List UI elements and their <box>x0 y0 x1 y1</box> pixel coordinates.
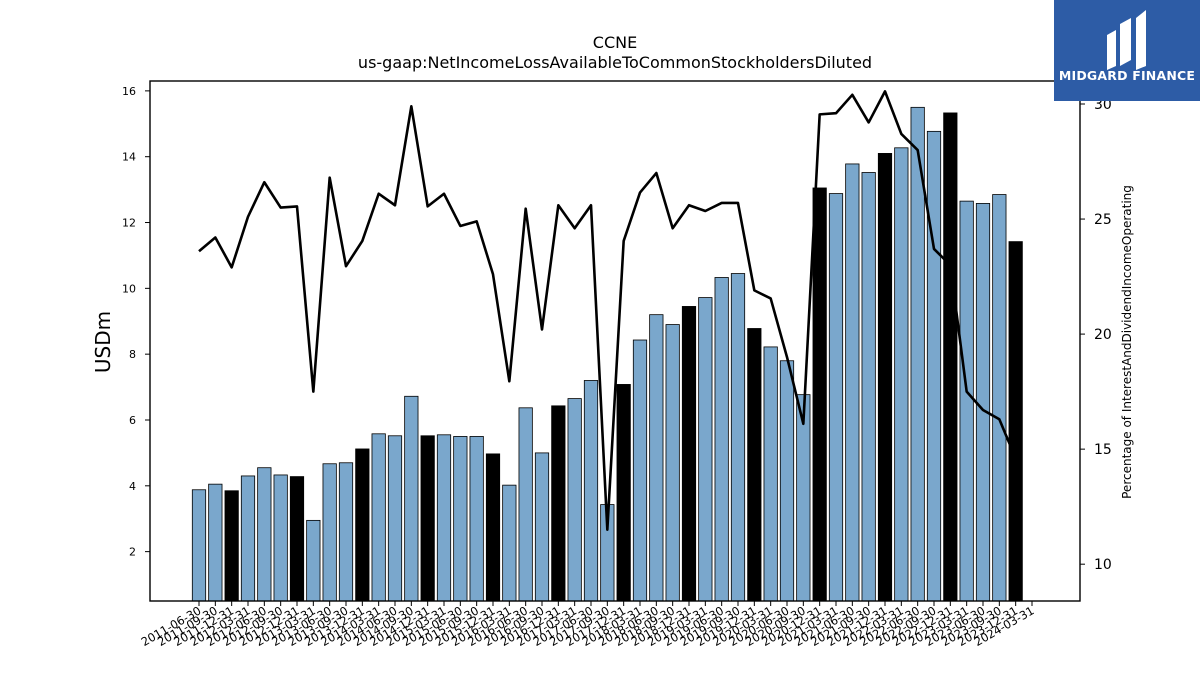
bar-2020-06-30 <box>779 360 795 602</box>
bar-2014-12-31 <box>420 435 435 602</box>
bar-2014-03-31 <box>371 433 386 602</box>
percentage-line <box>198 90 1017 531</box>
bar-2022-09-30 <box>926 130 942 602</box>
bar-2011-09-30 <box>208 483 223 602</box>
y-tick-label: 6 <box>129 414 136 427</box>
bar-2020-09-30 <box>796 394 811 602</box>
bar-2018-06-30 <box>649 314 664 602</box>
bar-2015-03-31 <box>436 434 452 602</box>
bar-2013-06-30 <box>322 463 337 602</box>
bar-2012-06-30 <box>257 467 272 602</box>
bar-2019-09-30 <box>730 273 746 602</box>
bar-2016-12-31 <box>551 405 566 602</box>
chart-title: CCNE <box>593 33 637 52</box>
y2-tick-label: 10 <box>1094 557 1112 573</box>
chart-subtitle: us-gaap:NetIncomeLossAvailableToCommonSt… <box>358 53 872 72</box>
bar-2021-06-30 <box>845 163 860 602</box>
midgard-logo-icon <box>1107 10 1146 70</box>
bar-2019-06-30 <box>714 277 729 602</box>
bar-2022-03-31 <box>894 147 909 602</box>
bar-2017-12-31 <box>616 384 631 602</box>
bar-2016-03-31 <box>502 484 517 602</box>
bar-2018-12-31 <box>681 306 697 602</box>
bar-2013-12-31 <box>355 448 370 602</box>
bar-2015-09-30 <box>469 436 484 602</box>
y-tick-label: 2 <box>129 546 136 559</box>
bar-2020-03-31 <box>763 346 778 602</box>
bar-2014-06-30 <box>387 435 403 602</box>
bar-2012-09-30 <box>273 474 288 602</box>
y-tick-label: 8 <box>129 348 136 361</box>
bar-2023-09-30 <box>992 194 1007 602</box>
bar-2019-12-31 <box>747 328 762 602</box>
bar-2016-06-30 <box>518 407 533 602</box>
bar-2023-12-31 <box>1008 241 1023 602</box>
y2-axis-label: Percentage of InterestAndDividendIncomeO… <box>1120 185 1134 499</box>
bar-2013-09-30 <box>338 462 354 602</box>
bar-2015-12-31 <box>485 453 501 602</box>
y-tick-label: 12 <box>122 217 136 230</box>
y-axis-label: USDm <box>91 311 115 373</box>
bar-2021-03-31 <box>828 193 844 602</box>
y2-tick-label: 20 <box>1094 327 1112 343</box>
bar-2013-03-31 <box>306 519 321 602</box>
bar-2017-03-31 <box>567 398 582 602</box>
axes: 24681012141610152025302011-06-302011-09-… <box>122 80 1112 649</box>
brand-name: MIDGARD FINANCE <box>1058 68 1196 83</box>
bar-2015-06-30 <box>453 436 468 602</box>
plot-frame <box>149 80 1081 602</box>
bar-2023-06-30 <box>975 203 991 602</box>
bar-2020-12-31 <box>812 187 827 602</box>
bar-2019-03-31 <box>698 297 713 602</box>
y-tick-label: 16 <box>122 85 136 98</box>
y2-tick-label: 30 <box>1094 97 1112 113</box>
y-tick-label: 10 <box>122 282 136 295</box>
y2-tick-label: 15 <box>1094 442 1112 458</box>
bar-2012-12-31 <box>289 476 305 602</box>
bar-2011-06-30 <box>191 489 207 602</box>
y-tick-label: 14 <box>122 151 136 164</box>
bar-2016-09-30 <box>534 452 550 602</box>
line-series <box>198 90 1017 531</box>
y-tick-label: 4 <box>129 480 136 493</box>
bar-2021-09-30 <box>861 172 876 602</box>
bar-2014-09-30 <box>404 395 419 602</box>
bar-2018-03-31 <box>632 339 648 602</box>
bar-2018-09-30 <box>665 324 680 602</box>
bar-2017-06-30 <box>583 380 599 602</box>
bar-2021-12-31 <box>877 153 893 602</box>
brand-logo: MIDGARD FINANCE <box>1054 0 1200 101</box>
y2-tick-label: 25 <box>1094 212 1112 228</box>
bar-2012-03-31 <box>240 475 256 602</box>
bar-2022-12-31 <box>943 112 958 602</box>
bar-2011-12-31 <box>224 490 239 602</box>
bar-2023-03-31 <box>959 200 974 602</box>
